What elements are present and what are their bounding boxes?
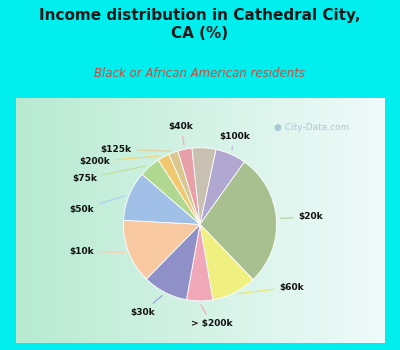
- Wedge shape: [186, 224, 213, 301]
- Text: $100k: $100k: [219, 132, 250, 150]
- Text: ● City-Data.com: ● City-Data.com: [274, 122, 349, 132]
- Wedge shape: [200, 149, 244, 224]
- Text: Black or African American residents: Black or African American residents: [94, 67, 306, 80]
- Wedge shape: [124, 174, 200, 224]
- Text: $125k: $125k: [100, 145, 170, 154]
- Wedge shape: [124, 220, 200, 279]
- Text: $200k: $200k: [79, 156, 160, 166]
- Wedge shape: [192, 148, 216, 224]
- Text: Income distribution in Cathedral City,
CA (%): Income distribution in Cathedral City, C…: [39, 8, 361, 41]
- Text: $10k: $10k: [69, 247, 124, 256]
- Wedge shape: [142, 160, 200, 224]
- Text: $20k: $20k: [281, 212, 323, 221]
- Wedge shape: [200, 224, 253, 300]
- Wedge shape: [146, 224, 200, 300]
- Wedge shape: [169, 151, 200, 224]
- Text: $50k: $50k: [69, 196, 125, 214]
- Text: $40k: $40k: [168, 122, 193, 145]
- Text: $75k: $75k: [73, 166, 146, 183]
- Wedge shape: [178, 148, 200, 224]
- Wedge shape: [158, 154, 200, 224]
- Text: > $200k: > $200k: [191, 305, 232, 328]
- Text: $30k: $30k: [130, 295, 162, 317]
- Wedge shape: [200, 162, 276, 280]
- Text: $60k: $60k: [238, 282, 304, 294]
